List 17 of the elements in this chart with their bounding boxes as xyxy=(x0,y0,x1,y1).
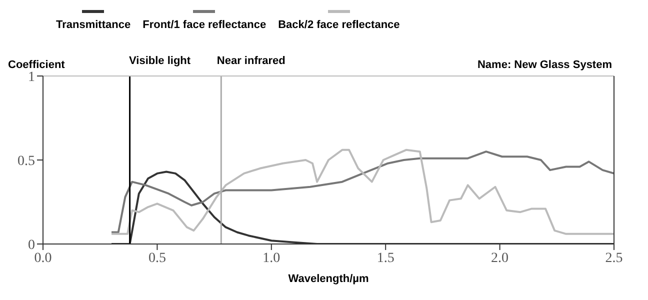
x-tick-label: 0.5 xyxy=(148,250,166,266)
x-tick-label: 2.5 xyxy=(605,250,623,266)
ref-line-label: Near infrared xyxy=(216,55,286,67)
y-axis-title: Coefficient xyxy=(8,59,65,71)
x-tick-label: 0.0 xyxy=(34,250,52,266)
legend-label: Transmittance xyxy=(56,19,131,31)
x-tick-label: 1.0 xyxy=(262,250,280,266)
x-axis-title: Wavelength/µm xyxy=(288,273,369,285)
y-tick-label: 0 xyxy=(28,238,35,253)
x-tick-label: 2.0 xyxy=(491,250,509,266)
ref-line-label: Visible light xyxy=(129,55,191,67)
x-tick-label: 1.5 xyxy=(376,250,394,266)
y-tick-label: 0.5 xyxy=(18,154,35,169)
legend-label: Front/1 face reflectance xyxy=(142,19,266,31)
text: Name: New Glass System xyxy=(477,59,612,71)
legend-label: Back/2 face reflectance xyxy=(278,19,400,31)
y-tick-label: 1 xyxy=(28,70,35,85)
